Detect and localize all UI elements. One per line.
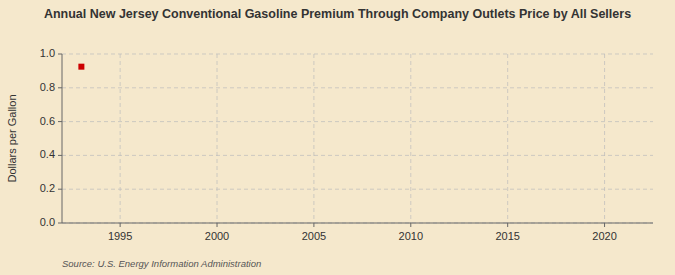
y-axis-line	[62, 54, 63, 223]
tick-y	[58, 121, 62, 122]
data-point	[78, 64, 84, 70]
tick-x	[604, 223, 605, 227]
chart-container: 0.0 0.2 0.4 0.6 0.8 1.0 1995 2000 2005 2010 2015 20…	[0, 0, 675, 275]
grid-line-x	[313, 54, 314, 223]
source-note: Source: U.S. Energy Information Administ…	[62, 258, 261, 269]
tick-y	[58, 189, 62, 190]
y-axis-label: Dollars per Gallon	[6, 94, 18, 182]
tick-label-y: 0.6	[40, 115, 55, 127]
tick-x	[217, 223, 218, 227]
tick-y	[58, 87, 62, 88]
tick-x	[410, 223, 411, 227]
tick-label-y: 0.4	[40, 148, 55, 160]
tick-label-x: 2020	[592, 230, 616, 242]
tick-label-x: 1995	[108, 230, 132, 242]
x-axis-line	[62, 223, 653, 224]
chart-svg: 0.0 0.2 0.4 0.6 0.8 1.0 1995 2000 2005 2010 2015 20…	[0, 0, 675, 275]
grid-line-y	[62, 121, 653, 122]
grid-line-x	[120, 54, 121, 223]
title-line: Annual New Jersey Conventional Gasoline …	[44, 7, 631, 21]
tick-label-x: 2015	[495, 230, 519, 242]
tick-label-y: 0.2	[40, 182, 55, 194]
tick-label-x: 2005	[302, 230, 326, 242]
tick-x	[120, 223, 121, 227]
tick-x	[313, 223, 314, 227]
tick-y	[58, 155, 62, 156]
tick-x	[507, 223, 508, 227]
grid	[62, 54, 653, 223]
chart-title: Annual New Jersey Conventional Gasoline …	[44, 7, 631, 21]
data-points	[78, 64, 84, 70]
grid-line-x	[217, 54, 218, 223]
grid-line-y	[62, 87, 653, 88]
tick-label-x: 2010	[399, 230, 423, 242]
tick-y	[58, 54, 62, 55]
tick-label-y: 1.0	[40, 47, 55, 59]
grid-line-y	[62, 223, 653, 224]
tick-label-x: 2000	[205, 230, 229, 242]
grid-line-x	[507, 54, 508, 223]
background	[0, 0, 675, 275]
tick-label-y: 0.8	[40, 81, 55, 93]
grid-line-x	[604, 54, 605, 223]
grid-line-x	[410, 54, 411, 223]
tick-y	[58, 223, 62, 224]
tick-label-y: 0.0	[40, 216, 55, 228]
axes: 0.0 0.2 0.4 0.6 0.8 1.0 1995 2000 2005 2010 2015 20…	[40, 47, 653, 242]
grid-line-y	[62, 189, 653, 190]
grid-line-y	[62, 155, 653, 156]
grid-line-y	[62, 54, 653, 55]
